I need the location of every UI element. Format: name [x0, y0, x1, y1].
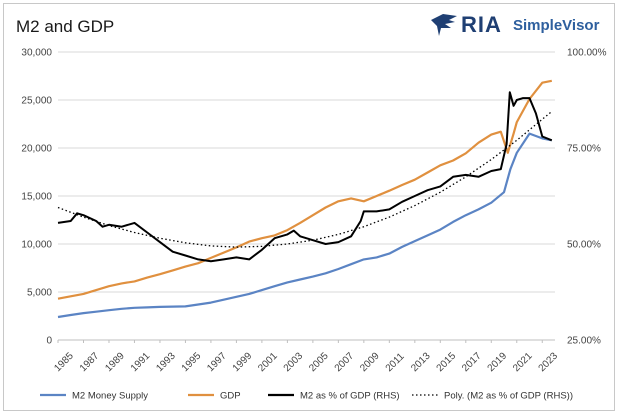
- y-right-tick-label: 100.00%: [567, 48, 607, 59]
- y-right-tick-label: 25.00%: [567, 336, 601, 347]
- x-tick-label: 1993: [154, 350, 178, 374]
- x-tick-label: 2003: [282, 350, 306, 374]
- legend-label: M2 as % of GDP (RHS): [300, 391, 400, 402]
- y-right-tick-label: 75.00%: [567, 144, 601, 155]
- y-left-tick-label: 20,000: [21, 144, 52, 155]
- logo-product-text: SimpleVisor: [513, 17, 600, 34]
- chart-title: M2 and GDP: [16, 17, 115, 36]
- x-tick-label: 2009: [358, 350, 382, 374]
- series-line-poly-trend: [57, 110, 553, 248]
- legend-label: M2 Money Supply: [72, 391, 148, 402]
- y-left-tick-label: 25,000: [21, 96, 52, 107]
- series-line-gdp: [57, 79, 553, 300]
- logo-brand-text: RIA: [461, 12, 502, 37]
- y-right-tick-label: 50.00%: [567, 240, 601, 251]
- x-tick-label: 2011: [384, 351, 407, 374]
- x-tick-label: 2017: [460, 350, 484, 374]
- brand-logo: RIA SimpleVisor: [429, 12, 614, 40]
- x-tick-label: 2013: [409, 350, 433, 374]
- x-tick-label: 2005: [307, 350, 331, 374]
- x-tick-label: 2019: [486, 350, 510, 374]
- x-tick-label: 1989: [103, 350, 127, 374]
- x-tick-label: 1997: [205, 350, 229, 374]
- legend-label: GDP: [220, 391, 241, 402]
- y-left-tick-label: 10,000: [21, 240, 52, 251]
- x-tick-label: 2007: [333, 350, 357, 374]
- x-tick-label: 2001: [256, 350, 280, 374]
- y-left-tick-label: 30,000: [21, 48, 52, 59]
- x-tick-label: 2015: [435, 350, 459, 374]
- x-tick-label: 2023: [537, 350, 561, 374]
- series-line-m2-pct-gdp: [57, 91, 553, 263]
- legend-label: Poly. (M2 as % of GDP (RHS)): [444, 391, 573, 402]
- y-left-tick-label: 15,000: [21, 192, 52, 203]
- x-tick-label: 2021: [511, 350, 535, 374]
- y-left-tick-label: 5,000: [27, 288, 52, 299]
- x-tick-label: 1987: [78, 350, 102, 374]
- x-tick-label: 1999: [231, 350, 255, 374]
- y-left-tick-label: 0: [46, 336, 52, 347]
- x-tick-label: 1985: [52, 350, 76, 374]
- series-line-m2: [57, 132, 553, 319]
- eagle-icon: [431, 14, 457, 36]
- chart-frame: M2 and GDP RIA SimpleVisor: [3, 3, 615, 411]
- x-tick-label: 1991: [129, 350, 153, 374]
- x-tick-label: 1995: [180, 350, 204, 374]
